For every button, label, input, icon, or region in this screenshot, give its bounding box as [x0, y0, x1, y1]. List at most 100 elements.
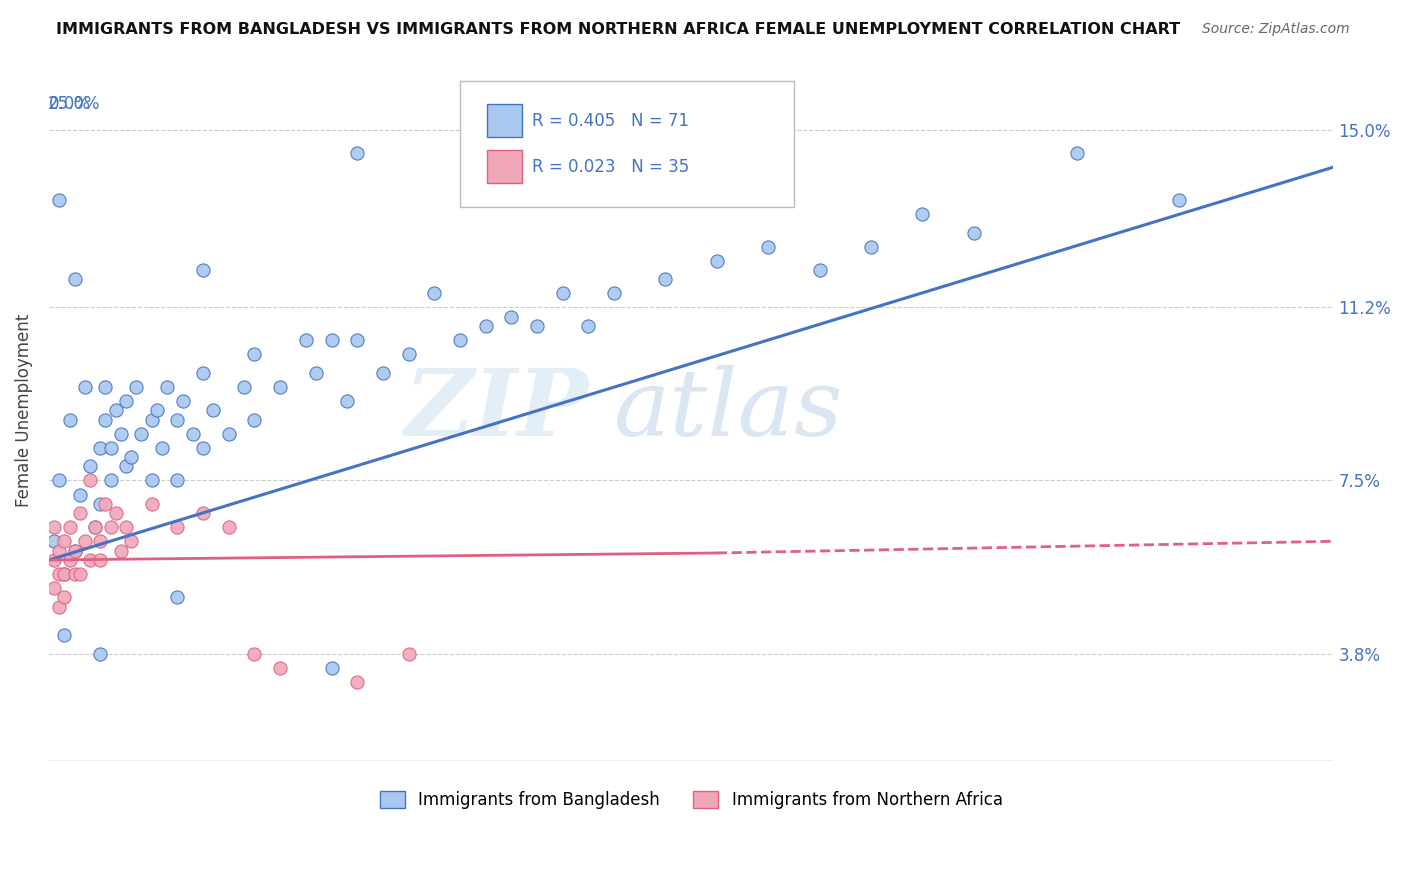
Point	[141, 497, 163, 511]
Text: R = 0.405   N = 71: R = 0.405 N = 71	[531, 112, 689, 130]
Point	[578, 319, 600, 334]
Point	[89, 441, 111, 455]
Point	[84, 520, 107, 534]
Point	[191, 366, 214, 380]
Point	[63, 567, 86, 582]
Point	[115, 394, 138, 409]
Point	[94, 497, 117, 511]
Point	[501, 310, 523, 324]
Point	[233, 380, 256, 394]
Point	[218, 520, 240, 534]
Point	[756, 240, 779, 254]
FancyBboxPatch shape	[460, 80, 794, 207]
Point	[156, 380, 179, 394]
Point	[63, 272, 86, 286]
Point	[321, 333, 343, 347]
Point	[42, 534, 65, 549]
Text: 0.0%: 0.0%	[49, 95, 91, 112]
Point	[346, 674, 368, 689]
Point	[69, 506, 91, 520]
Point	[166, 520, 188, 534]
Point	[526, 319, 548, 334]
Text: R = 0.023   N = 35: R = 0.023 N = 35	[531, 158, 689, 176]
Point	[69, 567, 91, 582]
Point	[48, 193, 70, 207]
Point	[551, 286, 574, 301]
Point	[449, 333, 471, 347]
Point	[295, 333, 318, 347]
Point	[120, 450, 142, 464]
Point	[53, 591, 76, 605]
Point	[63, 543, 86, 558]
FancyBboxPatch shape	[486, 104, 522, 137]
Point	[269, 660, 291, 674]
Point	[141, 413, 163, 427]
Point	[1066, 146, 1088, 161]
Point	[305, 366, 328, 380]
Point	[79, 553, 101, 567]
Point	[58, 413, 80, 427]
Point	[115, 459, 138, 474]
Point	[141, 474, 163, 488]
Point	[654, 272, 676, 286]
Point	[73, 380, 96, 394]
Point	[218, 426, 240, 441]
Point	[166, 474, 188, 488]
Point	[346, 146, 368, 161]
Point	[53, 567, 76, 582]
Point	[58, 553, 80, 567]
Point	[110, 426, 132, 441]
Point	[150, 441, 173, 455]
Point	[53, 567, 76, 582]
Point	[191, 263, 214, 277]
Point	[63, 543, 86, 558]
Point	[110, 543, 132, 558]
Point	[48, 543, 70, 558]
Point	[89, 553, 111, 567]
Text: ZIP: ZIP	[404, 366, 589, 455]
Point	[69, 487, 91, 501]
Point	[181, 426, 204, 441]
Point	[202, 403, 225, 417]
Point	[398, 347, 420, 361]
Point	[911, 207, 934, 221]
Point	[146, 403, 169, 417]
Point	[42, 520, 65, 534]
Point	[100, 441, 122, 455]
Text: 25.0%: 25.0%	[48, 95, 100, 112]
Point	[84, 520, 107, 534]
Point	[58, 520, 80, 534]
Point	[104, 506, 127, 520]
Point	[53, 534, 76, 549]
Point	[1168, 193, 1191, 207]
Point	[398, 647, 420, 661]
Point	[48, 474, 70, 488]
Point	[100, 520, 122, 534]
Point	[73, 534, 96, 549]
FancyBboxPatch shape	[486, 150, 522, 183]
Point	[243, 347, 266, 361]
Point	[243, 647, 266, 661]
Text: Source: ZipAtlas.com: Source: ZipAtlas.com	[1202, 22, 1350, 37]
Point	[603, 286, 626, 301]
Y-axis label: Female Unemployment: Female Unemployment	[15, 314, 32, 507]
Point	[104, 403, 127, 417]
Point	[94, 413, 117, 427]
Point	[79, 459, 101, 474]
Text: atlas: atlas	[614, 366, 844, 455]
Point	[269, 380, 291, 394]
Point	[42, 581, 65, 595]
Point	[963, 226, 986, 240]
Point	[321, 660, 343, 674]
Point	[474, 319, 496, 334]
Point	[120, 534, 142, 549]
Point	[166, 591, 188, 605]
Point	[191, 441, 214, 455]
Point	[89, 497, 111, 511]
Point	[125, 380, 148, 394]
Point	[808, 263, 831, 277]
Point	[346, 333, 368, 347]
Point	[191, 506, 214, 520]
Point	[89, 647, 111, 661]
Point	[48, 599, 70, 614]
